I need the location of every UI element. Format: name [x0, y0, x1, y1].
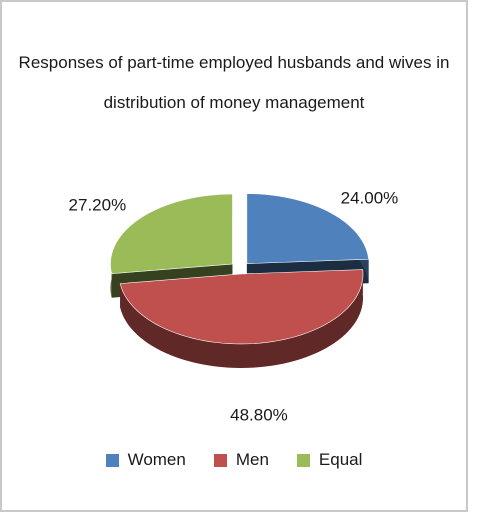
- chart-title: Responses of part-time employed husbands…: [18, 53, 450, 112]
- legend-swatch: [213, 453, 227, 467]
- legend: Women Men Equal: [0, 450, 468, 470]
- legend-item: Men: [213, 450, 269, 470]
- data-label: 27.20%: [69, 195, 127, 214]
- data-label: 24.00%: [341, 189, 399, 208]
- slice-wall: [120, 269, 363, 368]
- slice-top: [246, 193, 369, 264]
- legend-item: Equal: [296, 450, 363, 470]
- pie-slice: [119, 269, 364, 368]
- chart-frame: Responses of part-time employed husbands…: [0, 0, 468, 512]
- data-label: 48.80%: [230, 406, 288, 425]
- slice-top: [110, 193, 233, 275]
- legend-swatch: [105, 453, 119, 467]
- legend-swatch: [296, 453, 310, 467]
- legend-item: Women: [105, 450, 186, 470]
- slice-top: [119, 269, 364, 345]
- legend-label: Men: [235, 450, 269, 469]
- legend-label: Women: [127, 450, 186, 469]
- legend-label: Equal: [318, 450, 363, 469]
